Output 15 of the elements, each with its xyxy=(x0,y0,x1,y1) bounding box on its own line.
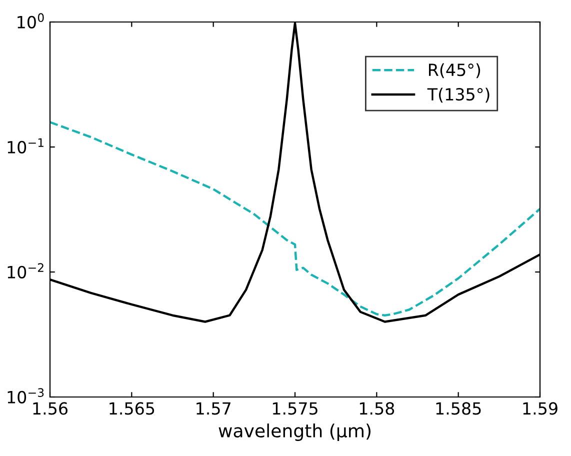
x-tick-label: 1.56 xyxy=(33,402,68,415)
x-tick-label: 1.59 xyxy=(523,402,558,415)
y-tick-label: 10$^{0}$ xyxy=(18,13,44,28)
y-tick-label: 10$^{−2}$ xyxy=(8,263,44,278)
x-tick-label: 1.565 xyxy=(110,402,154,415)
legend-label: T(135°) xyxy=(427,88,490,103)
x-tick-label: 1.57 xyxy=(196,402,230,415)
y-tick-label: 10$^{−3}$ xyxy=(8,388,44,404)
x-tick-label: 1.575 xyxy=(272,402,318,415)
line-series xyxy=(50,121,540,316)
legend-label: R(45°) xyxy=(429,63,480,78)
y-tick-label: 10$^{−1}$ xyxy=(8,138,44,154)
x-tick-label: 1.58 xyxy=(360,402,394,415)
x-tick-label: 1.585 xyxy=(436,402,481,415)
x-axis-title: wavelength (μm) xyxy=(218,424,370,442)
